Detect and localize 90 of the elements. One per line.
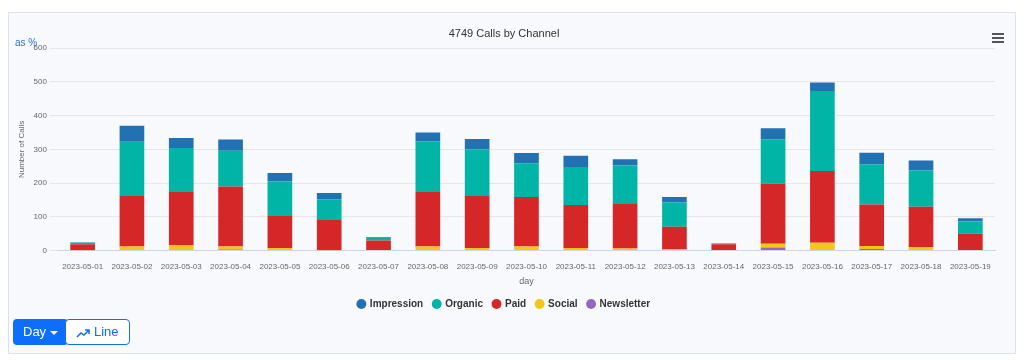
y-axis-title: Number of Calls: [17, 120, 26, 179]
bar: [464, 195, 490, 248]
y-tick-label: 100: [33, 212, 48, 222]
y-tick-label: 200: [33, 178, 48, 188]
bar: [760, 128, 786, 140]
y-tick-label: 400: [33, 110, 48, 120]
legend-label: Paid: [504, 297, 527, 309]
bar: [908, 206, 934, 248]
chart-title: 4749 Calls by Channel: [448, 26, 560, 39]
x-tick-label: 2023-05-01: [62, 261, 104, 271]
bar: [70, 244, 95, 251]
bar: [810, 242, 835, 250]
bar: [859, 204, 885, 246]
bar: [612, 203, 638, 249]
x-axis-title: day: [519, 276, 535, 287]
bar: [612, 165, 638, 204]
bar: [119, 141, 145, 196]
bar: [711, 244, 737, 251]
bar: [168, 137, 194, 149]
x-tick-label: 2023-05-04: [210, 261, 252, 271]
bar: [908, 160, 934, 171]
x-tick-label: 2023-05-14: [703, 261, 745, 271]
x-tick-label: 2023-05-03: [160, 261, 203, 271]
bar: [415, 191, 441, 247]
y-tick-label: 300: [33, 144, 48, 154]
text: Line: [94, 324, 119, 339]
legend-label: Impression: [369, 297, 424, 309]
x-tick-label: 2023-05-18: [900, 261, 943, 271]
bar: [119, 195, 145, 247]
x-tick-label: 2023-05-06: [308, 261, 351, 271]
legend-label: Organic: [445, 297, 484, 309]
bar: [612, 159, 638, 166]
x-tick-label: 2023-05-05: [259, 261, 301, 271]
x-tick-label: 2023-05-08: [407, 261, 449, 271]
bar: [267, 215, 293, 248]
bar: [958, 218, 983, 222]
bar: [514, 163, 539, 197]
bar: [958, 233, 983, 250]
bar: [810, 82, 835, 92]
bar: [514, 153, 539, 164]
legend-label: Newsletter: [599, 297, 651, 309]
bar: [464, 149, 490, 196]
bar: [119, 125, 145, 142]
bar: [908, 170, 934, 207]
bar: [267, 173, 293, 182]
bar: [563, 247, 589, 251]
bar: [810, 91, 835, 171]
bar: [267, 181, 293, 216]
bar: [760, 243, 786, 248]
text: Day: [23, 324, 47, 339]
bar: [662, 196, 687, 203]
x-tick-label: 2023-05-13: [653, 261, 696, 271]
bar: [316, 199, 342, 220]
bar: [168, 148, 194, 192]
x-tick-label: 2023-05-11: [555, 261, 597, 271]
bar: [810, 170, 835, 243]
bar: [760, 139, 786, 184]
bar: [662, 226, 687, 250]
bar: [958, 221, 983, 234]
bar: [563, 166, 589, 206]
x-tick-label: 2023-05-07: [358, 261, 400, 271]
bar: [563, 155, 589, 167]
bar: [514, 196, 539, 247]
x-tick-label: 2023-05-02: [111, 261, 153, 271]
bar: [859, 164, 885, 205]
bar: [415, 141, 441, 192]
bar: [366, 240, 391, 251]
bar: [563, 205, 589, 248]
bar: [316, 192, 342, 200]
x-tick-label: 2023-05-16: [801, 261, 844, 271]
x-tick-label: 2023-05-17: [851, 261, 893, 271]
legend-label: Social: [548, 297, 578, 309]
bar: [168, 245, 194, 251]
bar: [859, 152, 885, 165]
bar: [316, 219, 342, 251]
x-tick-label: 2023-05-10: [506, 261, 548, 271]
bar: [168, 191, 194, 246]
bar: [218, 139, 243, 151]
x-tick-label: 2023-05-09: [456, 261, 499, 271]
x-tick-label: 2023-05-12: [604, 261, 647, 271]
x-tick-label: 2023-05-15: [752, 261, 795, 271]
bar: [218, 186, 243, 247]
y-tick-label: 500: [33, 77, 48, 87]
bar: [908, 247, 934, 251]
y-tick-label: 0: [42, 245, 48, 255]
bar: [218, 150, 243, 187]
bar: [662, 202, 687, 227]
x-tick-label: 2023-05-19: [949, 261, 992, 271]
bar: [464, 138, 490, 150]
bar: [760, 183, 786, 244]
